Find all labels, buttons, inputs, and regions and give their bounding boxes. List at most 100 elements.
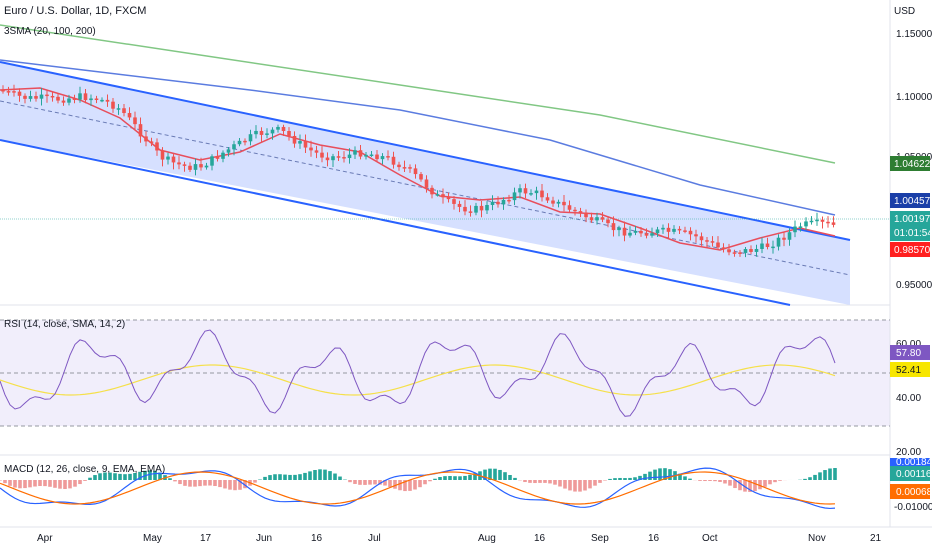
candle-body xyxy=(199,164,203,168)
macd-histogram-bar xyxy=(278,474,282,480)
candle xyxy=(793,220,797,238)
candle-body xyxy=(435,194,440,196)
candle xyxy=(463,200,467,216)
candle-body xyxy=(551,200,555,204)
candle-body xyxy=(160,150,165,160)
candle xyxy=(727,243,731,256)
x-tick-label: Sep xyxy=(591,533,609,544)
candle-body xyxy=(501,199,506,205)
candle-body xyxy=(518,188,522,193)
macd-histogram-bar xyxy=(668,469,672,480)
macd-histogram-bar xyxy=(338,476,342,480)
candle xyxy=(573,206,577,216)
candle-body xyxy=(815,219,819,222)
macd-histogram-bar xyxy=(583,480,587,491)
candle-body xyxy=(721,247,726,250)
macd-histogram-bar xyxy=(493,468,497,480)
macd-histogram-bar xyxy=(688,478,692,480)
candle-body xyxy=(600,217,605,220)
macd-histogram-bar xyxy=(448,476,452,480)
macd-histogram-bar xyxy=(118,473,122,480)
candle xyxy=(507,194,511,204)
candle xyxy=(23,93,27,104)
candle xyxy=(45,90,49,103)
candle xyxy=(683,226,687,234)
x-tick-label: 21 xyxy=(870,533,882,544)
candle-body xyxy=(287,131,291,136)
candle xyxy=(6,86,11,96)
candle-body xyxy=(485,204,489,211)
candle-body xyxy=(391,156,396,165)
candle xyxy=(545,193,550,203)
macd-histogram-bar xyxy=(773,480,777,483)
macd-badge-text: 0.00184 xyxy=(896,457,932,468)
candle-body xyxy=(210,156,214,166)
macd-histogram-bar xyxy=(328,471,332,480)
macd-badge: 0.00184 xyxy=(890,457,932,468)
candle-body xyxy=(716,242,720,248)
macd-histogram-bar xyxy=(618,477,622,480)
macd-histogram-bar xyxy=(108,472,112,480)
candle-body xyxy=(364,154,368,157)
macd-histogram-bar xyxy=(403,480,407,492)
rsi-y-tick: 40.00 xyxy=(896,393,921,404)
macd-histogram-bar xyxy=(608,478,612,480)
candle-body xyxy=(171,156,176,163)
candle-body xyxy=(694,234,698,237)
macd-histogram-bar xyxy=(103,472,107,480)
candle-body xyxy=(452,199,456,204)
rsi-lines xyxy=(0,329,836,417)
rsi-y-tick: 60.00 xyxy=(896,339,921,350)
candle-body xyxy=(226,149,231,153)
candle xyxy=(243,138,247,146)
price-badge-sma20: 0.98570 xyxy=(890,242,931,257)
rsi-y-tick: 20.00 xyxy=(896,447,921,458)
candle-body xyxy=(606,219,610,224)
candle xyxy=(56,93,60,104)
candle-body xyxy=(380,156,385,160)
candle-body xyxy=(798,226,803,228)
candle xyxy=(325,152,330,167)
macd-histogram-bar xyxy=(743,480,747,492)
y-tick-label: 0.95000 xyxy=(896,280,932,291)
candle-body xyxy=(320,152,324,158)
candle xyxy=(452,195,456,210)
candle xyxy=(336,150,341,161)
x-tick-label: Jul xyxy=(368,533,381,544)
candle-body xyxy=(292,135,297,144)
macd-histogram-bar xyxy=(833,468,837,480)
x-tick-label: Apr xyxy=(37,533,53,544)
candle-body xyxy=(804,221,808,227)
candle-body xyxy=(595,217,599,221)
macd-histogram-bar xyxy=(588,480,592,489)
candle-body xyxy=(677,228,682,231)
candle xyxy=(1,85,5,94)
macd-histogram-bar xyxy=(443,476,447,480)
macd-histogram-bar xyxy=(433,478,437,480)
macd-histogram-bar xyxy=(498,469,502,480)
candle-body xyxy=(314,150,319,153)
candle xyxy=(375,149,379,162)
candle-body xyxy=(672,228,676,232)
candle xyxy=(441,188,445,204)
candle xyxy=(397,161,401,171)
candle-body xyxy=(50,95,55,98)
candle xyxy=(820,216,825,229)
candle xyxy=(177,156,181,170)
candle xyxy=(831,216,836,228)
candle xyxy=(61,96,66,106)
currency-label: USD xyxy=(894,6,915,17)
candle-body xyxy=(116,108,121,110)
candle xyxy=(430,185,434,199)
candle-body xyxy=(760,243,764,249)
macd-histogram-bar xyxy=(0,480,2,481)
candle-body xyxy=(567,205,572,210)
candle-body xyxy=(369,154,374,157)
macd-histogram-bar xyxy=(18,480,22,489)
price-badge-text: 1.00197 xyxy=(894,214,931,225)
macd-histogram-bar xyxy=(348,480,352,483)
candle-body xyxy=(309,147,313,151)
candle-body xyxy=(45,94,49,97)
candle-body xyxy=(204,165,209,168)
candle xyxy=(122,104,126,117)
